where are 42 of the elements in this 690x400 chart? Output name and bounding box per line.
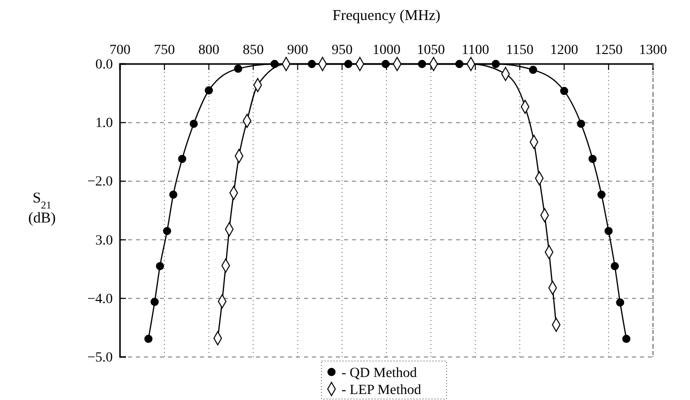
x-tick-label: 1200 [550, 43, 578, 58]
point [178, 154, 186, 163]
y-axis-title: S$_{21}$ (dB) [28, 190, 56, 226]
x-tick-label: 850 [242, 43, 264, 58]
point [576, 120, 586, 128]
point [597, 190, 606, 199]
x-tick-label: 1150 [506, 43, 534, 58]
point [604, 226, 613, 236]
x-tick-label: 1300 [639, 43, 667, 58]
point [169, 190, 178, 199]
x-tick-label: 1050 [416, 43, 445, 58]
point [156, 262, 164, 270]
x-tick-label: 750 [154, 43, 175, 58]
point [560, 86, 568, 96]
point [144, 334, 152, 343]
y-tick-label: −5.0 [87, 350, 113, 366]
x-tick-label: 1000 [372, 43, 400, 58]
y-tick-label: 1.0 [95, 116, 113, 132]
point [492, 60, 500, 68]
point [204, 86, 213, 94]
legend-label: - QD Method [342, 366, 417, 381]
point [150, 298, 159, 306]
x-tick-label: 950 [332, 43, 353, 58]
point [610, 262, 619, 270]
x-tick-label: 1100 [462, 43, 490, 58]
x-tick-label: 700 [110, 43, 130, 58]
y-tick-label: 0.0 [95, 57, 113, 72]
x-tick-label: 1250 [594, 43, 623, 58]
point [234, 64, 242, 73]
point [190, 120, 198, 128]
point [588, 154, 597, 163]
point [622, 334, 630, 343]
point [616, 298, 624, 307]
x-tick-label: 900 [287, 43, 308, 58]
y-tick-label: −4.0 [87, 292, 113, 307]
legend-label: - LEP Method [342, 383, 422, 398]
point [529, 66, 538, 74]
x-tick-label: 800 [198, 43, 220, 58]
y-tick-label: 3.0 [95, 233, 113, 248]
x-axis-title: Frequency (MHz) [332, 8, 440, 24]
y-tick-label: −2.0 [87, 174, 113, 190]
point [163, 226, 172, 236]
